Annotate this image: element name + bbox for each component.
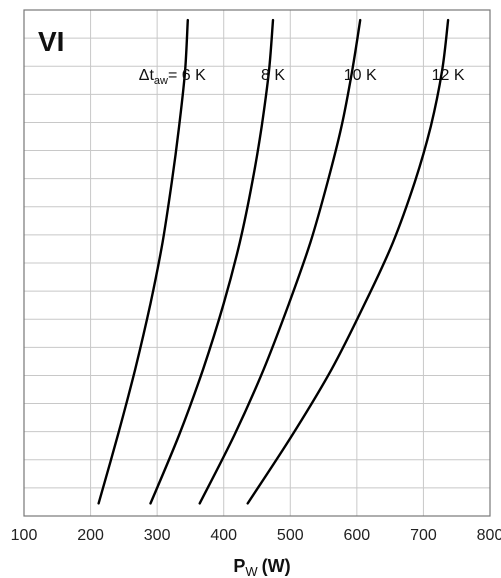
series-labels: Δtaw= 6 K 8 K 10 K 12 K bbox=[139, 67, 465, 87]
x-tick-label: 400 bbox=[210, 527, 237, 544]
series-curves bbox=[97, 18, 450, 505]
series-label-4: 12 K bbox=[432, 67, 465, 84]
series-label-1: Δtaw= 6 K bbox=[139, 67, 206, 87]
x-tick-label: 300 bbox=[144, 527, 171, 544]
series-line-4 bbox=[246, 18, 450, 505]
plot-frame bbox=[23, 9, 491, 517]
series-label-2: 8 K bbox=[261, 67, 285, 84]
series-label-3: 10 K bbox=[344, 67, 377, 84]
series-line-1 bbox=[97, 18, 189, 505]
x-tick-label: 700 bbox=[410, 527, 437, 544]
panel-label: VI bbox=[38, 26, 64, 57]
x-tick-label: 100 bbox=[11, 527, 38, 544]
x-axis-label-main: P bbox=[233, 556, 245, 576]
x-axis-label-sub: W bbox=[245, 564, 258, 578]
x-tick-label: 800 bbox=[477, 527, 501, 544]
x-tick-label: 600 bbox=[344, 527, 371, 544]
series-line-3 bbox=[198, 18, 362, 505]
x-tick-labels: 100 200 300 400 500 600 700 800 bbox=[11, 527, 501, 544]
series-line-2 bbox=[149, 18, 275, 505]
grid bbox=[24, 10, 490, 516]
x-tick-label: 200 bbox=[77, 527, 104, 544]
x-tick-label: 500 bbox=[277, 527, 304, 544]
x-axis-label-unit: (W) bbox=[262, 556, 291, 576]
x-axis-label: PW (W) bbox=[233, 556, 290, 578]
